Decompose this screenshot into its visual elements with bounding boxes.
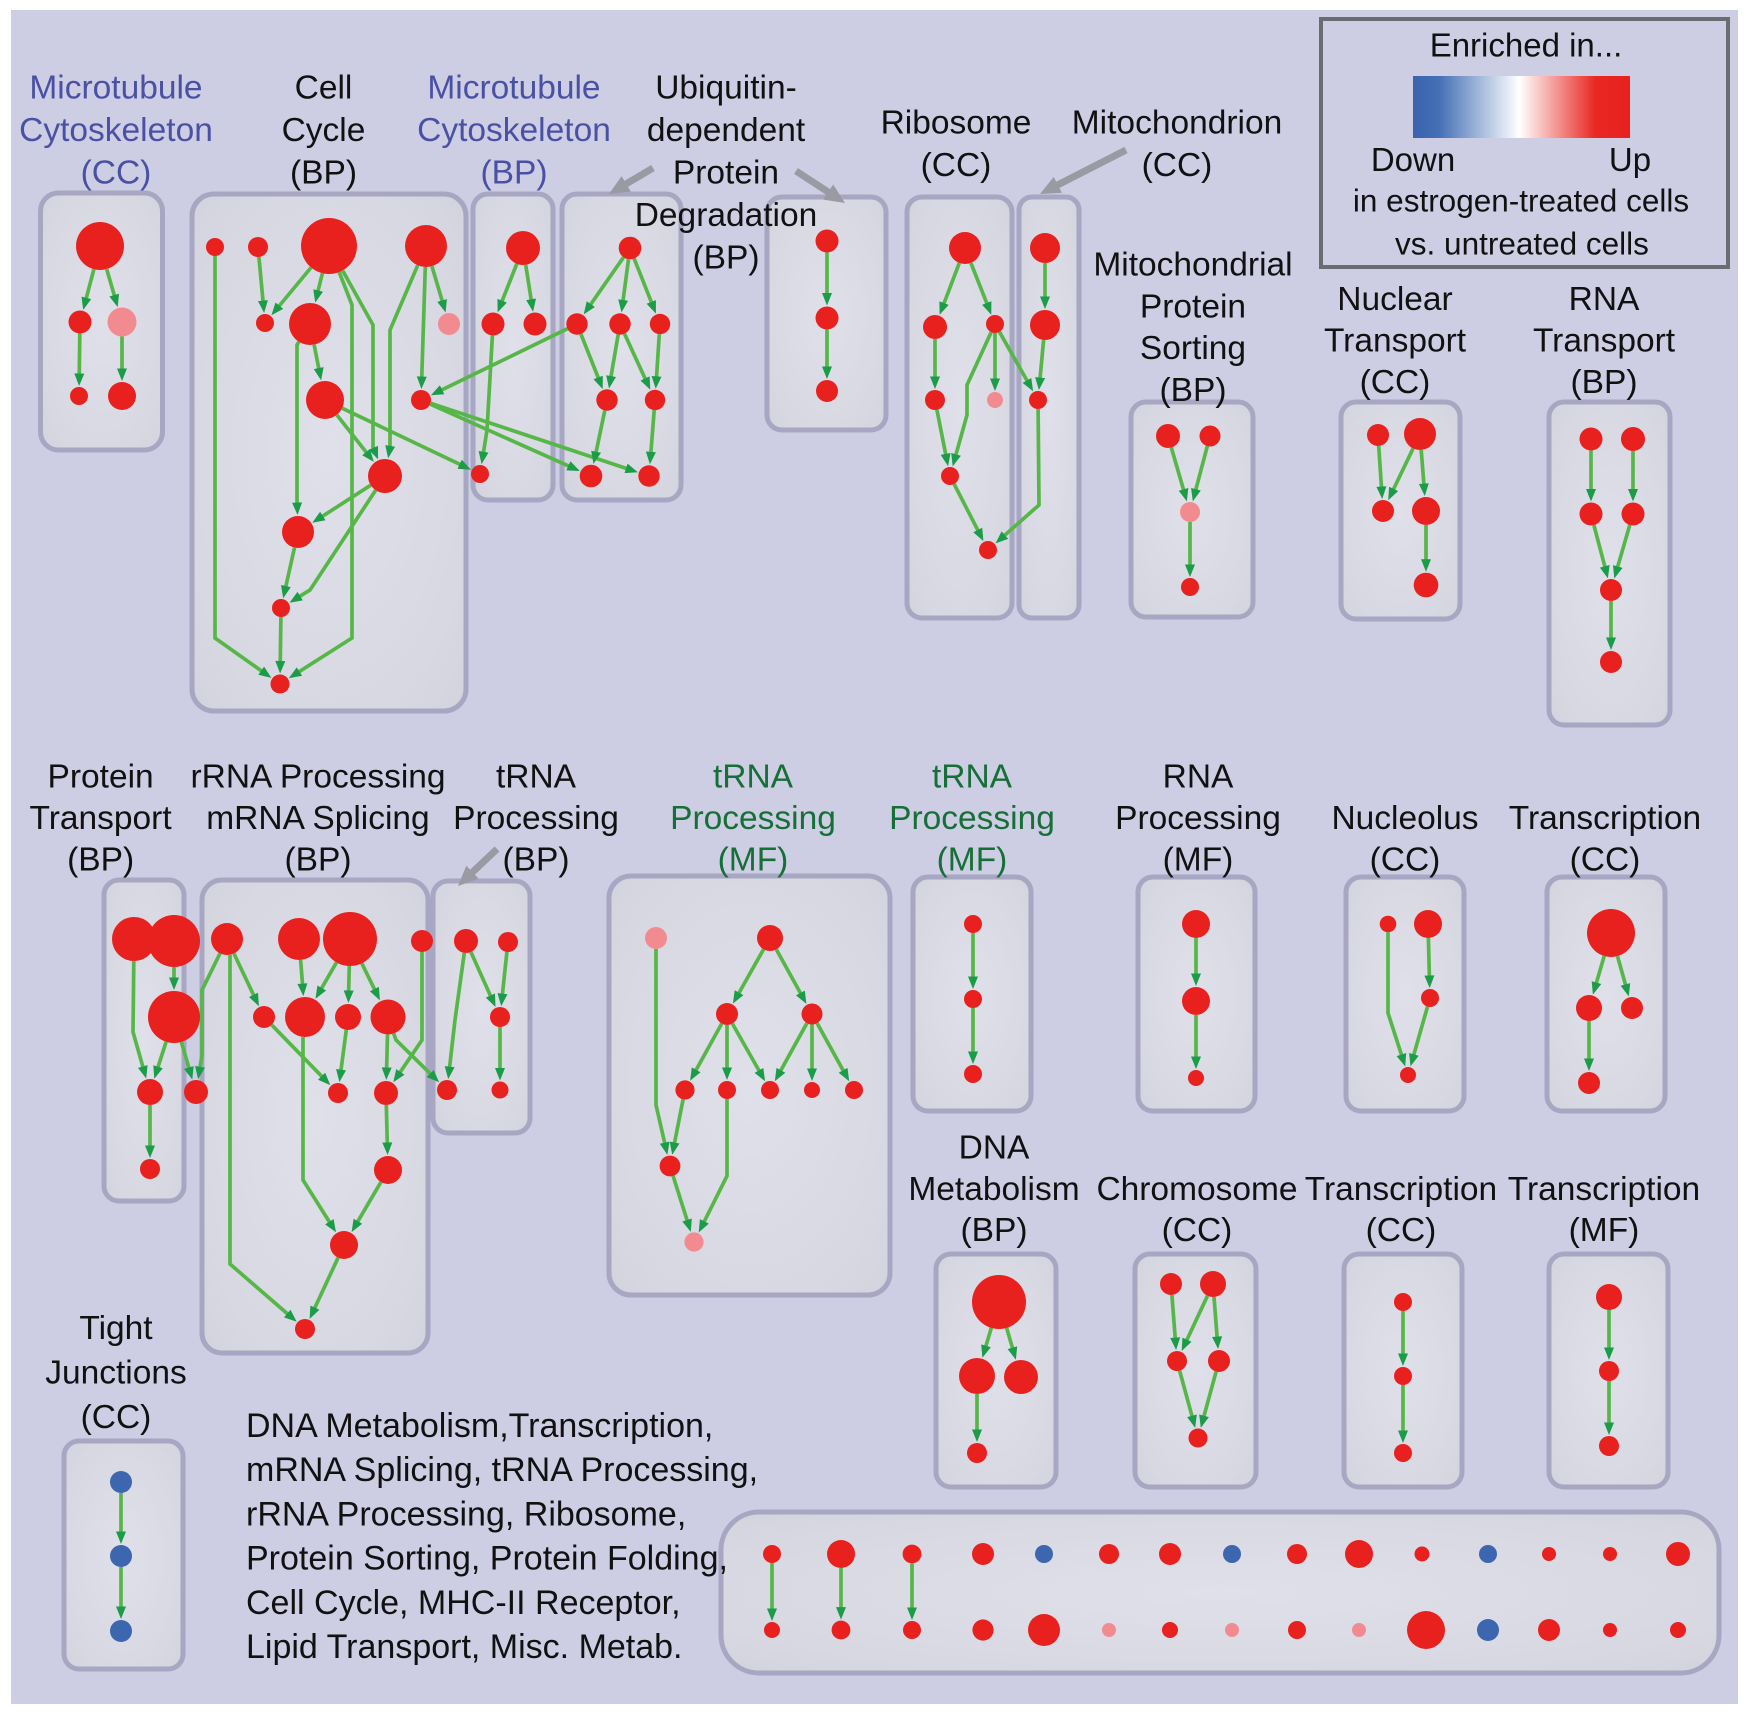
svg-text:Cycle: Cycle [282,112,366,149]
svg-text:DNA Metabolism,Transcription,: DNA Metabolism,Transcription, [246,1407,713,1445]
svg-text:(CC): (CC) [1366,1212,1437,1249]
svg-text:(MF): (MF) [718,842,789,879]
svg-text:rRNA Processing: rRNA Processing [190,759,445,796]
svg-text:(CC): (CC) [1370,842,1441,879]
svg-text:(CC): (CC) [1570,842,1641,879]
svg-text:rRNA Processing, Ribosome,: rRNA Processing, Ribosome, [246,1495,686,1533]
svg-text:(BP): (BP) [285,842,352,879]
svg-text:vs. untreated cells: vs. untreated cells [1395,226,1649,262]
svg-text:Transcription: Transcription [1508,1171,1700,1208]
svg-text:(CC): (CC) [921,147,992,184]
svg-text:Ubiquitin-: Ubiquitin- [655,70,797,107]
svg-text:mRNA Splicing, tRNA Processing: mRNA Splicing, tRNA Processing, [246,1451,758,1489]
svg-text:(BP): (BP) [290,155,357,192]
svg-text:(BP): (BP) [503,842,570,879]
svg-text:Mitochondrial: Mitochondrial [1093,247,1292,284]
svg-text:Transport: Transport [1533,323,1676,360]
svg-text:(BP): (BP) [481,155,548,192]
svg-text:Metabolism: Metabolism [908,1171,1079,1208]
svg-text:tRNA: tRNA [932,759,1013,796]
svg-text:Sorting: Sorting [1140,330,1246,367]
svg-text:Chromosome: Chromosome [1096,1171,1297,1208]
svg-text:RNA: RNA [1569,281,1640,318]
svg-text:Protein: Protein [48,759,154,796]
svg-text:(CC): (CC) [1360,364,1431,401]
svg-text:Transport: Transport [1324,323,1467,360]
svg-text:Transcription: Transcription [1509,800,1701,837]
svg-text:Processing: Processing [1115,800,1281,837]
svg-text:Enriched in...: Enriched in... [1430,27,1623,64]
svg-text:Cell: Cell [295,70,353,107]
svg-text:Protein Sorting, Protein Foldi: Protein Sorting, Protein Folding, [246,1540,728,1578]
svg-text:Junctions: Junctions [45,1355,187,1392]
svg-text:Processing: Processing [670,800,836,837]
svg-text:tRNA: tRNA [713,759,794,796]
svg-text:Processing: Processing [453,800,619,837]
svg-text:Transport: Transport [30,800,173,837]
svg-text:Cytoskeleton: Cytoskeleton [417,112,611,149]
svg-text:Degradation: Degradation [635,197,818,234]
svg-text:DNA: DNA [959,1130,1030,1167]
svg-text:tRNA: tRNA [496,759,577,796]
svg-text:Lipid Transport, Misc. Metab.: Lipid Transport, Misc. Metab. [246,1628,683,1666]
svg-text:Microtubule: Microtubule [427,70,600,107]
svg-text:Up: Up [1609,141,1651,178]
svg-text:Protein: Protein [1140,288,1246,325]
svg-text:(BP): (BP) [693,240,760,277]
svg-text:(CC): (CC) [81,155,152,192]
svg-text:Ribosome: Ribosome [881,105,1032,142]
svg-text:(MF): (MF) [937,842,1008,879]
svg-text:(CC): (CC) [1142,147,1213,184]
svg-text:Nucleolus: Nucleolus [1331,800,1478,837]
svg-text:in estrogen-treated cells: in estrogen-treated cells [1353,182,1689,218]
svg-text:(MF): (MF) [1163,842,1234,879]
svg-text:Protein: Protein [673,155,779,192]
svg-text:RNA: RNA [1163,759,1234,796]
svg-text:Down: Down [1371,141,1455,178]
svg-text:Transcription: Transcription [1305,1171,1497,1208]
svg-text:Microtubule: Microtubule [29,70,202,107]
svg-text:Processing: Processing [889,800,1055,837]
svg-text:Cytoskeleton: Cytoskeleton [19,112,213,149]
svg-text:(BP): (BP) [67,842,134,879]
svg-text:(BP): (BP) [1160,372,1227,409]
svg-text:Tight: Tight [79,1310,153,1347]
svg-text:(BP): (BP) [1571,364,1638,401]
svg-text:mRNA Splicing: mRNA Splicing [206,800,429,837]
svg-text:(CC): (CC) [81,1399,152,1436]
svg-text:(MF): (MF) [1569,1212,1640,1249]
svg-text:(BP): (BP) [961,1212,1028,1249]
svg-text:dependent: dependent [647,112,806,149]
svg-text:Cell Cycle, MHC-II Receptor,: Cell Cycle, MHC-II Receptor, [246,1584,681,1622]
svg-text:Mitochondrion: Mitochondrion [1072,105,1282,142]
svg-text:Nuclear: Nuclear [1337,281,1452,318]
svg-text:(CC): (CC) [1162,1212,1233,1249]
